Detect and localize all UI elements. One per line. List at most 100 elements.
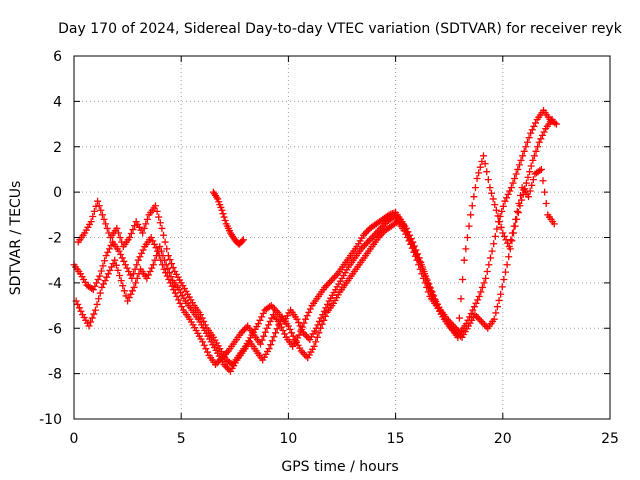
data-point-series-2-interp bbox=[304, 334, 312, 342]
data-point-series-1-interp bbox=[505, 253, 513, 261]
data-point-series-3-interp bbox=[238, 237, 246, 245]
data-point-series-2-interp bbox=[483, 168, 491, 176]
data-point-series-2-interp bbox=[529, 176, 537, 184]
data-point-series-2-interp bbox=[541, 188, 549, 196]
x-tick-label: 5 bbox=[177, 431, 186, 447]
data-point-series-2 bbox=[164, 252, 172, 260]
data-point-series-2-interp bbox=[404, 228, 412, 236]
data-point-series-2-interp bbox=[528, 181, 536, 189]
data-point-series-2-interp bbox=[259, 310, 267, 318]
data-point-series-1 bbox=[111, 256, 119, 264]
data-point-series-0 bbox=[469, 306, 477, 314]
data-point-series-1-interp bbox=[495, 296, 503, 304]
data-point-series-2-interp bbox=[484, 176, 492, 184]
data-point-series-2-interp bbox=[98, 211, 106, 219]
data-point-series-2-interp bbox=[314, 321, 322, 329]
data-point-series-0 bbox=[488, 247, 496, 255]
data-point-series-0-interp bbox=[361, 230, 369, 238]
data-point-series-1-interp bbox=[537, 135, 545, 143]
data-point-series-2-interp bbox=[201, 321, 209, 329]
data-point-series-0-interp bbox=[480, 279, 488, 287]
y-tick-label: -4 bbox=[48, 276, 62, 292]
y-tick-label: 2 bbox=[53, 140, 62, 156]
data-point-series-0-interp bbox=[477, 288, 485, 296]
data-point-series-0-interp bbox=[519, 152, 527, 160]
data-point-series-2-interp bbox=[166, 256, 174, 264]
data-point-series-0-interp bbox=[176, 299, 184, 307]
data-point-series-1-interp bbox=[524, 173, 532, 181]
data-point-series-1-interp bbox=[157, 247, 165, 255]
data-point-series-2-interp bbox=[539, 177, 547, 185]
data-point-series-0-interp bbox=[511, 175, 519, 183]
data-point-series-2-interp bbox=[359, 243, 367, 251]
data-point-series-2-interp bbox=[475, 169, 483, 177]
data-point-series-2-interp bbox=[103, 224, 111, 232]
data-point-series-1-interp bbox=[88, 314, 96, 322]
data-point-series-0-interp bbox=[139, 246, 147, 254]
data-point-series-2-interp bbox=[114, 229, 122, 237]
data-point-series-1-interp bbox=[109, 260, 117, 268]
data-point-series-2 bbox=[512, 215, 520, 223]
data-point-series-2 bbox=[415, 254, 423, 262]
data-point-series-2-interp bbox=[504, 239, 512, 247]
data-point-series-0-interp bbox=[123, 264, 131, 272]
data-point-series-0-interp bbox=[266, 317, 274, 325]
data-point-series-2-interp bbox=[513, 207, 521, 215]
data-point-series-1-interp bbox=[99, 280, 107, 288]
data-point-series-2 bbox=[113, 224, 121, 232]
data-point-series-0-interp bbox=[515, 161, 523, 169]
data-point-series-1 bbox=[265, 345, 273, 353]
data-point-series-2 bbox=[473, 175, 481, 183]
data-point-series-0 bbox=[121, 261, 129, 269]
data-point-series-1-interp bbox=[286, 325, 294, 333]
data-point-series-0-interp bbox=[490, 240, 498, 248]
data-point-series-0-interp bbox=[91, 282, 99, 290]
data-point-series-1-interp bbox=[534, 143, 542, 151]
data-point-series-1-interp bbox=[116, 272, 124, 280]
data-point-series-1 bbox=[130, 283, 138, 291]
data-point-series-0-interp bbox=[486, 254, 494, 262]
data-point-series-1-interp bbox=[479, 319, 487, 327]
data-point-series-2 bbox=[422, 272, 430, 280]
data-point-series-0-interp bbox=[178, 303, 186, 311]
data-point-series-2-interp bbox=[90, 207, 98, 215]
data-point-series-1-interp bbox=[87, 318, 95, 326]
data-point-series-2 bbox=[126, 234, 134, 241]
data-point-series-2-interp bbox=[500, 232, 508, 240]
x-axis-label: GPS time / hours bbox=[281, 459, 398, 475]
data-point-series-1-interp bbox=[114, 266, 122, 274]
data-point-series-0-interp bbox=[474, 296, 482, 304]
data-point-series-0 bbox=[552, 120, 560, 128]
data-point-series-0-interp bbox=[149, 237, 157, 245]
data-point-series-1-interp bbox=[108, 263, 116, 271]
data-point-series-1-interp bbox=[493, 303, 501, 311]
data-point-series-2-interp bbox=[298, 325, 306, 333]
data-point-series-2-interp bbox=[140, 224, 148, 232]
data-point-series-0 bbox=[263, 324, 271, 332]
data-point-series-2-interp bbox=[481, 160, 489, 168]
data-point-series-2-interp bbox=[516, 192, 524, 200]
data-point-series-1-interp bbox=[101, 277, 109, 285]
y-tick-label: 6 bbox=[53, 49, 62, 65]
data-point-series-2 bbox=[499, 229, 507, 237]
data-point-series-2-interp bbox=[412, 246, 420, 254]
data-point-series-0 bbox=[295, 331, 303, 339]
data-point-series-2-interp bbox=[153, 207, 161, 215]
data-point-series-0-interp bbox=[268, 314, 276, 322]
data-point-series-1 bbox=[272, 329, 280, 337]
data-point-series-0-interp bbox=[258, 336, 266, 344]
data-point-series-0-interp bbox=[303, 312, 311, 320]
data-point-series-2-interp bbox=[489, 195, 497, 203]
data-point-series-0-interp bbox=[324, 280, 332, 288]
data-point-series-0 bbox=[96, 272, 104, 280]
data-point-series-1 bbox=[548, 116, 556, 124]
data-point-series-2 bbox=[402, 224, 410, 232]
data-point-series-1-interp bbox=[128, 287, 136, 295]
data-point-series-2-interp bbox=[431, 296, 439, 304]
y-tick-label: -6 bbox=[48, 321, 62, 337]
data-point-series-2 bbox=[460, 256, 468, 264]
data-point-series-2 bbox=[151, 202, 159, 210]
data-point-series-2-interp bbox=[315, 317, 323, 325]
data-point-series-0-interp bbox=[200, 341, 208, 349]
data-point-series-1-interp bbox=[96, 289, 104, 297]
